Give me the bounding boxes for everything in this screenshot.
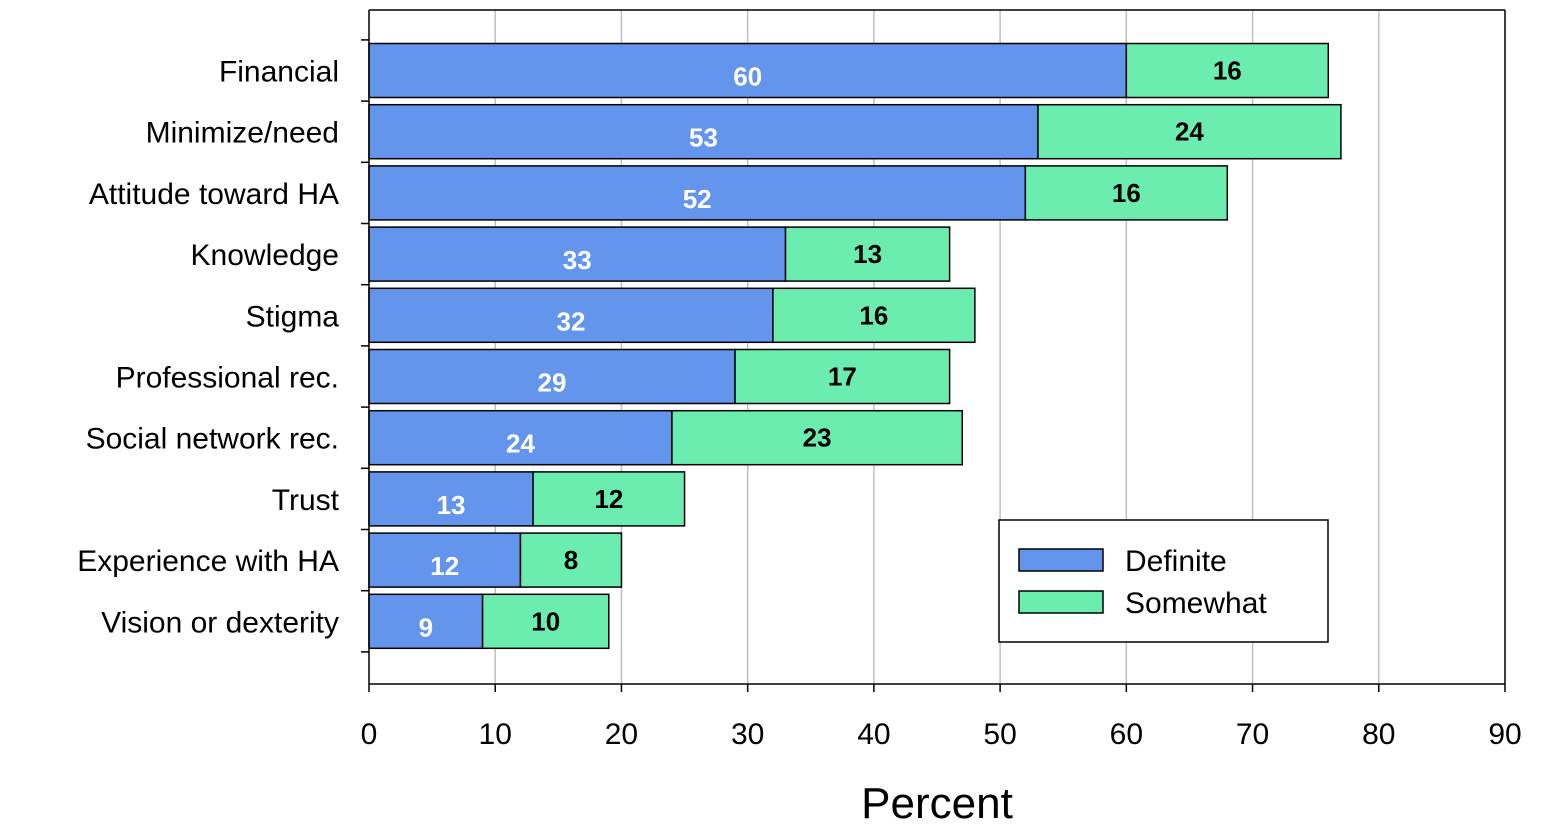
legend-swatch-somewhat [1018, 590, 1104, 614]
data-label-definite: 60 [733, 62, 762, 92]
category-label: Minimize/need [146, 117, 339, 150]
bar-somewhat [734, 348, 951, 405]
x-tick-label: 20 [605, 718, 638, 751]
x-tick-label: 70 [1236, 718, 1269, 751]
category-label: Vision or dexterity [101, 606, 339, 639]
x-tick-label: 0 [361, 718, 378, 751]
data-label-definite: 9 [419, 612, 433, 642]
bar-somewhat [671, 409, 963, 466]
category-label: Professional rec. [116, 362, 339, 395]
data-label-definite: 53 [689, 123, 718, 153]
category-label: Financial [219, 56, 339, 89]
legend-label-somewhat: Somewhat [1125, 587, 1267, 620]
bar-somewhat [1037, 103, 1342, 160]
data-label-somewhat: 8 [564, 545, 578, 575]
x-tick-label: 10 [479, 718, 512, 751]
category-label: Experience with HA [77, 545, 339, 578]
x-tick-label: 80 [1362, 718, 1395, 751]
data-label-definite: 33 [563, 245, 592, 275]
legend-label-definite: Definite [1125, 545, 1227, 578]
data-label-somewhat: 16 [1213, 56, 1242, 86]
data-label-definite: 52 [683, 184, 712, 214]
bar-somewhat [772, 287, 976, 344]
bar-definite [368, 103, 1039, 160]
data-label-somewhat: 16 [1112, 178, 1141, 208]
legend-box [998, 519, 1329, 643]
bar-somewhat [1125, 42, 1330, 99]
bars: 60 16 53 24 52 16 33 13 32 16 29 17 24 23 13 12 12 8 9 10 [368, 42, 1342, 650]
data-label-somewhat: 23 [803, 423, 832, 453]
category-label: Attitude toward HA [89, 178, 339, 211]
data-label-somewhat: 16 [859, 300, 888, 330]
category-label: Knowledge [191, 239, 339, 272]
bar-somewhat [784, 226, 951, 282]
category-labels: Financial Minimize/need Attitude toward HA… [77, 56, 339, 640]
tick-labels: 0 10 20 30 40 50 60 70 80 90 [361, 718, 1522, 751]
data-label-definite: 24 [506, 429, 535, 459]
data-label-definite: 12 [430, 551, 459, 581]
data-label-somewhat: 13 [853, 239, 882, 269]
axes [361, 9, 1506, 692]
data-label-somewhat: 12 [594, 484, 623, 514]
bar-definite [368, 409, 673, 466]
bar-somewhat [1024, 165, 1229, 221]
data-label-definite: 32 [556, 306, 585, 336]
bar-somewhat [481, 593, 610, 650]
category-label: Social network rec. [86, 423, 339, 456]
x-tick-label: 40 [857, 718, 890, 751]
x-tick-label: 90 [1488, 718, 1521, 751]
category-label: Stigma [246, 300, 340, 333]
bar-definite [368, 348, 736, 405]
category-label: Trust [272, 484, 340, 517]
bar-definite [368, 226, 787, 282]
legend-swatch-definite [1018, 548, 1104, 572]
data-label-definite: 29 [538, 368, 567, 398]
bar-definite [368, 471, 534, 527]
x-tick-label: 60 [1110, 718, 1143, 751]
x-axis-title: Percent [861, 779, 1013, 824]
x-tick-label: 50 [983, 718, 1016, 751]
bar-somewhat [532, 471, 686, 527]
bar-definite [368, 532, 522, 588]
legend: Definite Somewhat [998, 519, 1329, 643]
data-label-somewhat: 24 [1175, 117, 1204, 147]
x-tick-label: 30 [731, 718, 764, 751]
data-label-somewhat: 10 [531, 606, 560, 636]
data-label-somewhat: 17 [828, 362, 857, 392]
data-label-definite: 13 [437, 490, 466, 520]
bar-somewhat [519, 532, 623, 588]
